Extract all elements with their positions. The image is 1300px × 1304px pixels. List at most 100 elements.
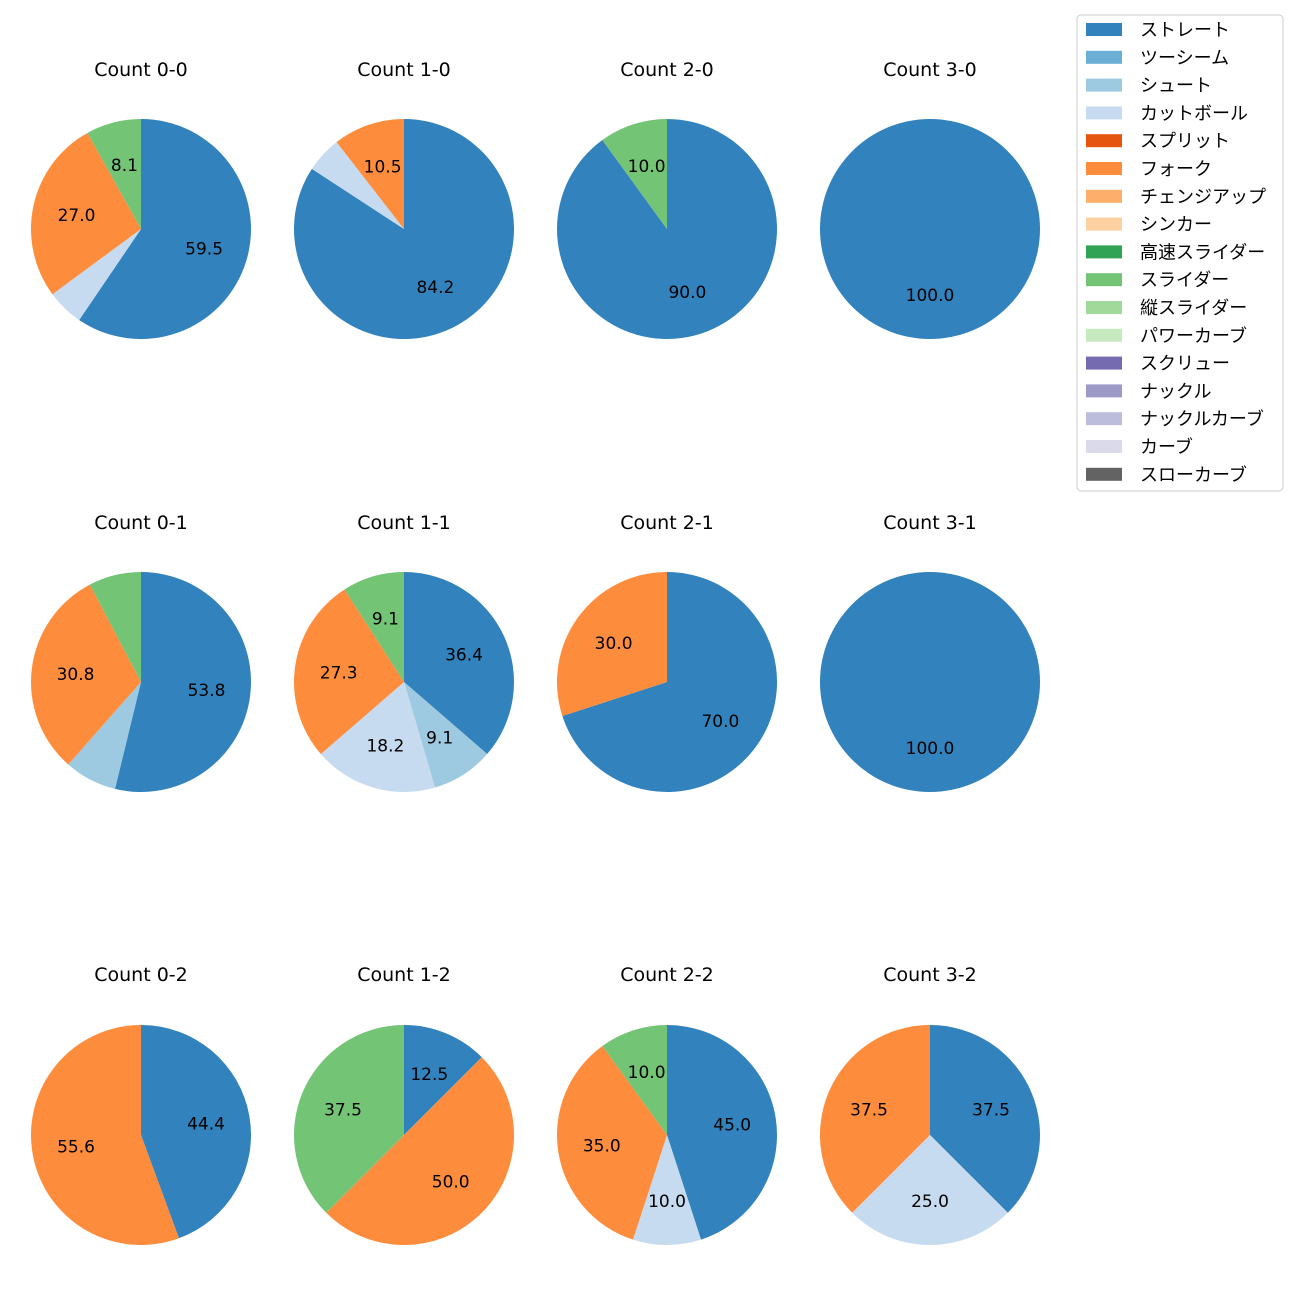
pie-slice-ストレート (667, 1025, 777, 1240)
pie-data-label: 35.0 (583, 1136, 621, 1156)
pie-data-label: 50.0 (432, 1173, 470, 1193)
pie-title: Count 1-2 (357, 964, 451, 986)
legend-item: カーブ (1086, 436, 1193, 458)
legend-label: スライダー (1140, 270, 1229, 291)
pie-title: Count 1-1 (357, 512, 451, 534)
legend-item: 縦スライダー (1086, 298, 1247, 319)
pie-chart-1: Count 0-0 59.5 27.0 8.1 (31, 59, 251, 339)
pie-chart-3: Count 2-0 90.0 10.0 (557, 59, 778, 339)
legend: ストレートツーシームシュートカットボールスプリットフォークチェンジアップシンカー… (1076, 14, 1284, 492)
legend-item: 高速スライダー (1086, 242, 1265, 263)
pie-title: Count 3-1 (883, 512, 977, 534)
pie-data-label: 30.0 (595, 634, 633, 654)
legend-swatch (1086, 162, 1122, 175)
pie-slice-フォーク (326, 1057, 514, 1245)
pie-slice-カットボール (52, 229, 141, 320)
pie-slice-スライダー (344, 572, 404, 682)
legend-swatch (1086, 245, 1122, 259)
legend-item: スローカーブ (1086, 464, 1247, 486)
pie-data-label: 18.2 (366, 736, 404, 756)
legend-item: スライダー (1086, 270, 1229, 291)
legend-swatch (1086, 189, 1122, 203)
legend-item: シンカー (1086, 215, 1212, 236)
pie-slice-ストレート (820, 572, 1040, 792)
legend-swatch (1086, 356, 1122, 370)
legend-item: スクリュー (1086, 354, 1230, 375)
pie-chart-6: Count 1-1 36.4 9.1 18.2 27.3 9.1 (294, 512, 514, 792)
legend-label: スプリット (1140, 131, 1230, 152)
legend-swatch (1086, 78, 1122, 92)
pie-chart-4: Count 3-0 100.0 (820, 59, 1040, 339)
pie-data-label: 55.6 (57, 1138, 95, 1158)
pie-slice-フォーク (820, 1025, 930, 1213)
pie-title: Count 0-1 (94, 512, 188, 534)
pie-data-label: 45.0 (713, 1116, 751, 1136)
legend-label: 高速スライダー (1140, 242, 1265, 263)
pie-data-label: 90.0 (668, 283, 706, 303)
pie-data-label: 44.4 (187, 1114, 225, 1134)
pie-data-label: 9.1 (372, 610, 399, 630)
pie-data-label: 10.0 (628, 157, 666, 177)
pie-slice-フォーク (557, 1046, 667, 1240)
pie-slice-スライダー (602, 1025, 667, 1135)
pie-slice-カットボール (311, 142, 404, 229)
pie-data-label: 37.5 (972, 1101, 1010, 1121)
pie-chart-2: Count 1-0 84.2 10.5 (294, 59, 514, 339)
legend-swatch (1086, 328, 1122, 342)
legend-label: 縦スライダー (1140, 298, 1247, 319)
pie-data-label: 9.1 (426, 729, 453, 749)
legend-item: ストレート (1086, 20, 1230, 41)
pie-slice-スライダー (87, 119, 141, 229)
pie-chart-7: Count 2-1 70.0 30.0 (557, 512, 777, 792)
pie-slice-フォーク (31, 132, 141, 295)
pie-data-label: 53.8 (188, 681, 226, 701)
pie-slice-フォーク (31, 584, 141, 765)
legend-item: ナックル (1086, 381, 1211, 402)
legend-label: ナックル (1140, 381, 1211, 402)
legend-swatch (1086, 134, 1122, 148)
pie-chart-9: Count 0-2 44.4 55.6 (30, 964, 251, 1245)
pie-slice-フォーク (294, 589, 404, 755)
pie-data-label: 84.2 (416, 278, 454, 298)
pie-slice-ストレート (820, 119, 1040, 339)
legend-swatch (1086, 467, 1122, 481)
legend-item: ナックルカーブ (1086, 408, 1264, 430)
legend-label: シンカー (1140, 215, 1212, 236)
pie-slice-ストレート (404, 572, 514, 755)
pie-chart-12: Count 3-2 37.5 25.0 37.5 (820, 964, 1040, 1245)
pie-slice-フォーク (30, 1025, 179, 1245)
pie-slice-ストレート (114, 572, 251, 792)
pie-chart-5: Count 0-1 53.8 30.8 (31, 512, 251, 792)
pie-slice-スライダー (294, 1025, 404, 1213)
pie-title: Count 3-0 (883, 59, 977, 81)
pie-slice-ストレート (404, 1025, 482, 1135)
pie-data-label: 37.5 (324, 1101, 362, 1121)
pie-slice-スライダー (89, 572, 141, 682)
legend-label: ストレート (1140, 20, 1230, 41)
pie-data-label: 36.4 (445, 646, 483, 666)
legend-swatch (1086, 412, 1122, 426)
pie-slice-カットボール (852, 1135, 1008, 1245)
pie-slice-ストレート (562, 572, 777, 792)
pie-title: Count 0-0 (94, 59, 188, 81)
legend-item: チェンジアップ (1086, 187, 1266, 208)
pie-data-label: 100.0 (906, 286, 955, 306)
pie-slice-フォーク (557, 572, 667, 716)
pie-data-label: 100.0 (906, 739, 955, 759)
pie-data-label: 10.0 (628, 1063, 666, 1083)
pie-data-label: 25.0 (911, 1192, 949, 1212)
pie-title: Count 2-0 (620, 59, 714, 81)
pie-chart-8: Count 3-1 100.0 (820, 512, 1040, 792)
pie-chart-10: Count 1-2 12.5 50.0 37.5 (294, 964, 514, 1245)
legend-item: カットボール (1086, 103, 1248, 124)
legend-label: フォーク (1140, 159, 1212, 180)
pie-title: Count 2-2 (620, 964, 714, 986)
pie-slice-ストレート (79, 119, 251, 339)
legend-label: ナックルカーブ (1140, 408, 1264, 430)
pie-data-label: 12.5 (410, 1065, 448, 1085)
legend-item: フォーク (1086, 159, 1212, 180)
pie-slice-シュート (404, 682, 488, 788)
pie-slice-フォーク (336, 119, 404, 229)
pie-data-label: 27.3 (320, 664, 358, 684)
